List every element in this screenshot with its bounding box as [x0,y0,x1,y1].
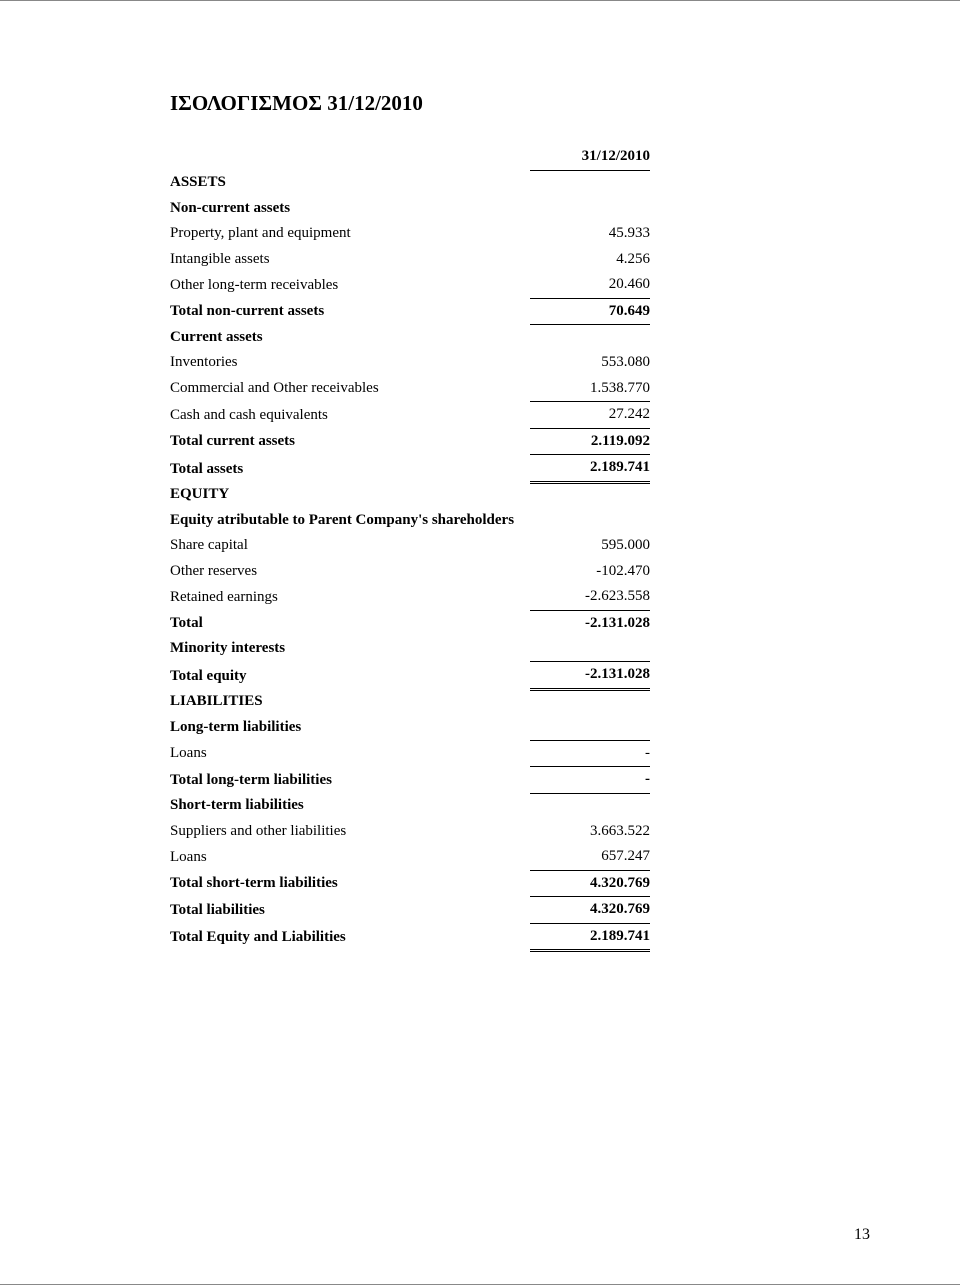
table-row: Cash and cash equivalents27.242 [170,402,650,429]
document-title: ΙΣΟΛΟΓΙΣΜΟΣ 31/12/2010 [170,91,810,116]
table-row: Other reserves-102.470 [170,559,650,585]
row-label: Loans [170,844,530,870]
row-value: 27.242 [530,402,650,429]
row-label: Long-term liabilities [170,715,530,741]
table-row: Other long-term receivables20.460 [170,272,650,298]
row-label: Retained earnings [170,584,530,610]
table-row: LIABILITIES [170,689,650,715]
row-value: -2.131.028 [530,662,650,690]
row-label: Property, plant and equipment [170,221,530,247]
row-value: 2.119.092 [530,428,650,455]
row-label: Total liabilities [170,897,530,924]
date-header: 31/12/2010 [530,144,650,170]
row-label: Other reserves [170,559,530,585]
row-value: -2.131.028 [530,610,650,636]
row-label: LIABILITIES [170,689,530,715]
row-label: Intangible assets [170,247,530,273]
row-label: Total assets [170,455,530,483]
row-label: Inventories [170,350,530,376]
empty-cell [170,144,530,170]
row-value: 70.649 [530,298,650,325]
page-number: 13 [854,1226,870,1244]
row-value: -102.470 [530,559,650,585]
table-row: ASSETS [170,170,650,196]
row-label: Cash and cash equivalents [170,402,530,429]
row-label: Equity atributable to Parent Company's s… [170,508,530,534]
row-label: Suppliers and other liabilities [170,819,530,845]
row-value [530,196,650,222]
row-value: 2.189.741 [530,455,650,483]
row-label: Total equity [170,662,530,690]
row-label: Non-current assets [170,196,530,222]
row-value [530,325,650,351]
date-header-row: 31/12/2010 [170,144,650,170]
row-value: 4.320.769 [530,897,650,924]
page-content: ΙΣΟΛΟΓΙΣΜΟΣ 31/12/2010 31/12/2010 ASSETS… [0,1,960,952]
table-row: Inventories553.080 [170,350,650,376]
row-label: Minority interests [170,636,530,662]
table-row: EQUITY [170,482,650,508]
table-row: Total Equity and Liabilities2.189.741 [170,923,650,951]
row-value: 4.256 [530,247,650,273]
row-value: 553.080 [530,350,650,376]
row-label: Total non-current assets [170,298,530,325]
row-label: Short-term liabilities [170,793,530,819]
row-value: 45.933 [530,221,650,247]
table-row: Current assets [170,325,650,351]
balance-sheet-table: 31/12/2010 ASSETSNon-current assetsPrope… [170,144,650,952]
row-label: Current assets [170,325,530,351]
table-row: Total current assets2.119.092 [170,428,650,455]
table-row: Total long-term liabilities- [170,767,650,794]
row-value [530,482,650,508]
table-row: Share capital595.000 [170,533,650,559]
row-value [530,636,650,662]
row-value: 20.460 [530,272,650,298]
table-row: Short-term liabilities [170,793,650,819]
row-label: Total long-term liabilities [170,767,530,794]
table-row: Retained earnings-2.623.558 [170,584,650,610]
table-row: Suppliers and other liabilities3.663.522 [170,819,650,845]
row-label: Total Equity and Liabilities [170,923,530,951]
row-value: -2.623.558 [530,584,650,610]
table-row: Total assets2.189.741 [170,455,650,483]
table-row: Total non-current assets70.649 [170,298,650,325]
table-row: Long-term liabilities [170,715,650,741]
table-row: Total equity-2.131.028 [170,662,650,690]
table-row: Commercial and Other receivables1.538.77… [170,376,650,402]
row-label: Commercial and Other receivables [170,376,530,402]
row-value [530,170,650,196]
row-value [530,793,650,819]
table-row: Equity atributable to Parent Company's s… [170,508,650,534]
row-label: Share capital [170,533,530,559]
row-value: 657.247 [530,844,650,870]
row-label: Total short-term liabilities [170,870,530,897]
row-value [530,689,650,715]
table-row: Minority interests [170,636,650,662]
row-value: 2.189.741 [530,923,650,951]
row-label: Other long-term receivables [170,272,530,298]
table-row: Non-current assets [170,196,650,222]
table-row: Loans- [170,740,650,767]
table-row: Total short-term liabilities4.320.769 [170,870,650,897]
row-value [530,715,650,741]
row-value: 3.663.522 [530,819,650,845]
row-value: 1.538.770 [530,376,650,402]
row-label: Total [170,610,530,636]
row-label: Loans [170,740,530,767]
row-value: 595.000 [530,533,650,559]
row-value [530,508,650,534]
table-row: Property, plant and equipment45.933 [170,221,650,247]
row-label: Total current assets [170,428,530,455]
table-row: Intangible assets4.256 [170,247,650,273]
row-value: 4.320.769 [530,870,650,897]
row-label: ASSETS [170,170,530,196]
row-value: - [530,767,650,794]
table-row: Total-2.131.028 [170,610,650,636]
row-label: EQUITY [170,482,530,508]
table-row: Loans657.247 [170,844,650,870]
table-row: Total liabilities4.320.769 [170,897,650,924]
row-value: - [530,740,650,767]
